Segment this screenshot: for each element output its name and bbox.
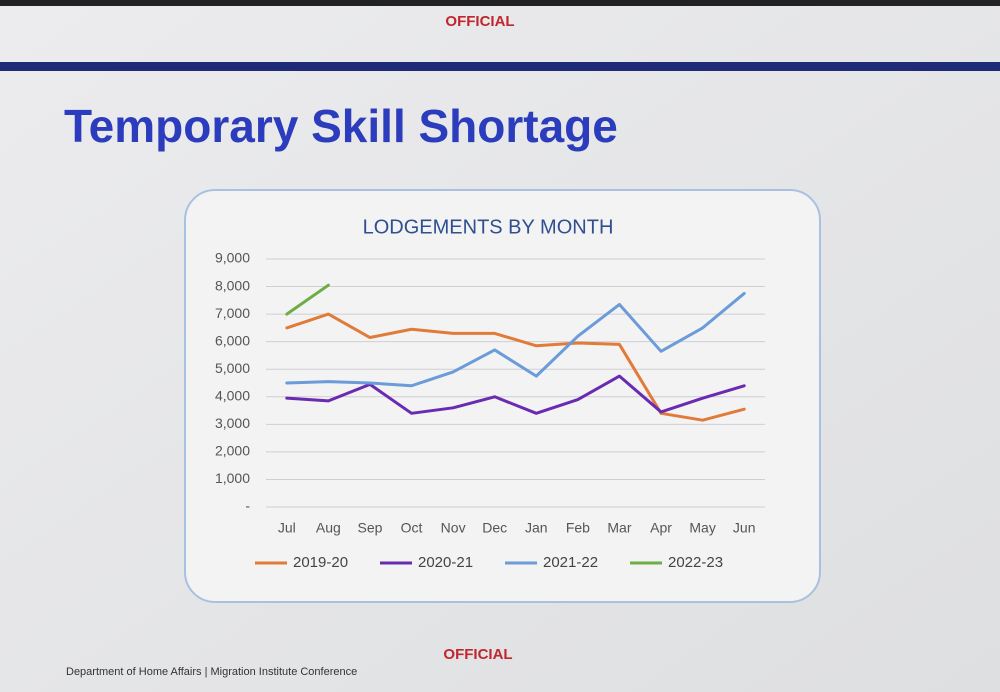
y-tick-label: 7,000: [215, 305, 250, 321]
y-tick-label: 4,000: [215, 387, 250, 403]
series-line: [285, 374, 746, 415]
classification: OFFICIAL: [443, 646, 512, 663]
x-tick-label: Sep: [357, 520, 382, 536]
y-tick-label: 2,000: [215, 443, 250, 459]
x-tick-label: Oct: [401, 520, 423, 536]
footer-source: Department of Home Affairs | Migration I…: [66, 666, 357, 678]
y-tick-label: 3,000: [215, 415, 250, 431]
x-tick-label: Feb: [566, 520, 590, 536]
y-tick-label: 6,000: [215, 332, 250, 348]
legend-label: 2021-22: [543, 554, 598, 571]
x-tick-label: Dec: [482, 520, 507, 536]
y-tick-label: 8,000: [215, 277, 250, 293]
header-bar: [0, 62, 1000, 71]
series-line: [285, 312, 746, 422]
x-tick-label: May: [689, 520, 715, 536]
slide-title: Temporary Skill Shortage: [64, 100, 618, 152]
chart-title: LODGEMENTS BY MONTH: [363, 216, 614, 238]
x-tick-label: Nov: [441, 520, 466, 536]
y-tick-label: -: [245, 498, 250, 514]
x-tick-label: Jun: [733, 520, 756, 536]
plot: - 1,000 2,000 3,000 4,000 5,000 6,000 7,000 8,00…: [215, 250, 765, 571]
series-line: [285, 283, 330, 316]
classification: OFFICIAL: [445, 13, 514, 30]
legend-label: 2019-20: [293, 554, 348, 571]
legend-label: 2020-21: [418, 554, 473, 571]
y-tick-label: 5,000: [215, 360, 250, 376]
x-tick-label: Jan: [525, 520, 548, 536]
y-tick-label: 1,000: [215, 470, 250, 486]
chart-frame: [184, 189, 821, 603]
x-tick-label: Aug: [316, 520, 341, 536]
x-tick-label: Apr: [650, 520, 672, 536]
x-tick-label: Jul: [278, 520, 296, 536]
top-edge: [0, 0, 1000, 6]
series-line: [285, 291, 746, 388]
y-tick-label: 9,000: [215, 250, 250, 266]
x-tick-label: Mar: [607, 520, 631, 536]
legend-label: 2022-23: [668, 554, 723, 571]
